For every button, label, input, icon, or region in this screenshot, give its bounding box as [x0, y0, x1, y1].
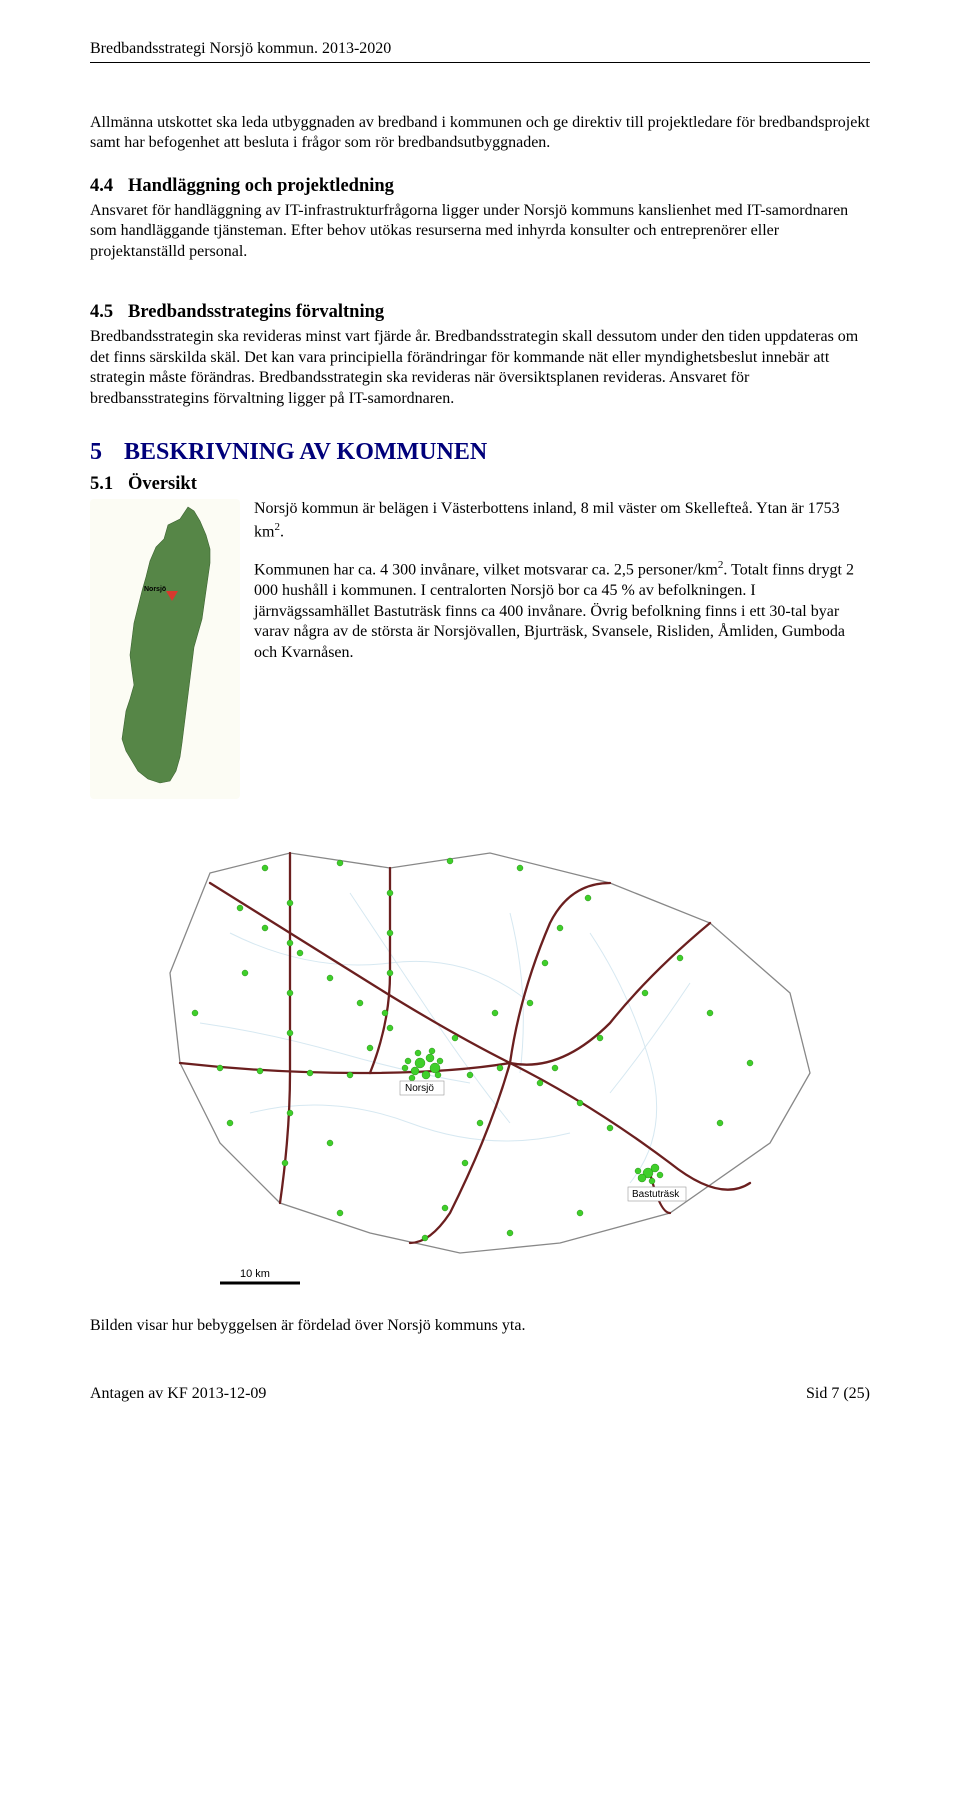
heading-4-5-title: Bredbandsstrategins förvaltning — [128, 302, 384, 322]
heading-5-1-num: 5.1 — [90, 474, 128, 495]
overview-text: Norsjö kommun är belägen i Västerbottens… — [254, 499, 870, 679]
heading-5-1-title: Översikt — [128, 474, 197, 494]
map-scale-label: 10 km — [240, 1268, 270, 1280]
map-caption: Bilden visar hur bebyggelsen är fördelad… — [90, 1317, 870, 1335]
heading-4-4: 4.4Handläggning och projektledning — [90, 176, 870, 197]
heading-5: 5BESKRIVNING AV KOMMUNEN — [90, 439, 870, 466]
page-footer: Antagen av KF 2013-12-09 Sid 7 (25) — [90, 1385, 870, 1403]
heading-4-4-num: 4.4 — [90, 176, 128, 197]
overview-p2: Kommunen har ca. 4 300 invånare, vilket … — [254, 558, 870, 663]
sweden-map: Norsjö — [90, 499, 240, 799]
heading-4-5: 4.5Bredbandsstrategins förvaltning — [90, 302, 870, 323]
footer-right: Sid 7 (25) — [806, 1385, 870, 1403]
heading-4-4-title: Handläggning och projektledning — [128, 176, 394, 196]
footer-left: Antagen av KF 2013-12-09 — [90, 1385, 266, 1403]
kommun-map: Norsjö Bastuträsk 10 km — [90, 813, 870, 1313]
overview-p1: Norsjö kommun är belägen i Västerbottens… — [254, 499, 870, 542]
header-left: Bredbandsstrategi Norsjö kommun. 2013-20… — [90, 40, 391, 58]
heading-5-1: 5.1Översikt — [90, 474, 870, 495]
body-4-4: Ansvaret för handläggning av IT-infrastr… — [90, 201, 870, 262]
page-header: Bredbandsstrategi Norsjö kommun. 2013-20… — [90, 40, 870, 63]
map-label-bastutrask: Bastuträsk — [632, 1189, 680, 1200]
map-label-norsjo: Norsjö — [405, 1083, 434, 1094]
heading-5-title: BESKRIVNING AV KOMMUNEN — [124, 439, 487, 465]
heading-5-num: 5 — [90, 439, 124, 466]
sweden-map-label: Norsjö — [144, 586, 166, 593]
body-4-5: Bredbandsstrategin ska revideras minst v… — [90, 327, 870, 409]
intro-paragraph: Allmänna utskottet ska leda utbyggnaden … — [90, 113, 870, 154]
heading-4-5-num: 4.5 — [90, 302, 128, 323]
